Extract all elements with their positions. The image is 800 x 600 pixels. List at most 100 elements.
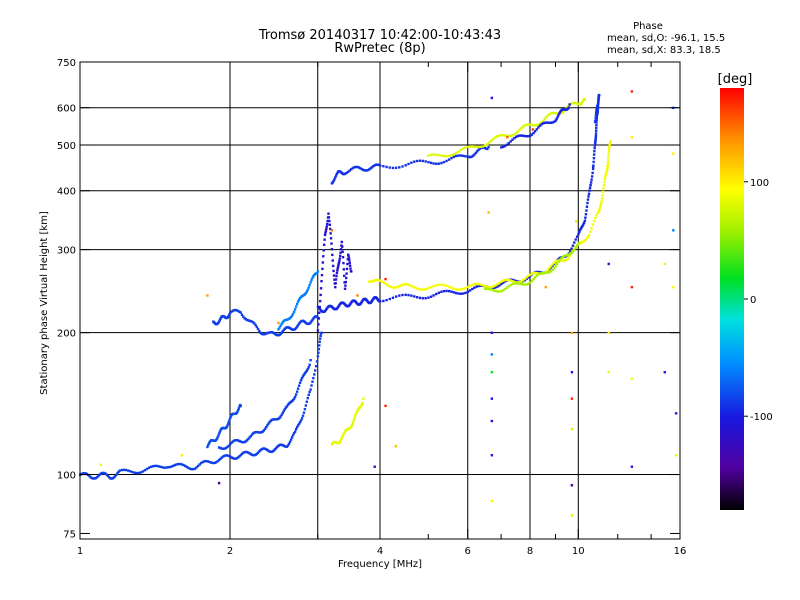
data-point [501,289,505,292]
data-point [229,443,232,446]
data-point [538,271,542,274]
data-point [102,471,105,475]
data-point [316,270,320,273]
data-point [296,387,300,390]
data-point [223,447,226,450]
data-point [300,417,304,420]
data-point [535,274,538,277]
data-point [527,135,530,138]
data-point [475,145,478,149]
data-point [218,430,222,434]
data-point [409,284,412,287]
data-point [435,153,438,156]
data-point [546,271,550,274]
data-point [593,144,597,147]
data-point [630,90,634,93]
data-point [224,446,228,450]
data-point [347,254,350,258]
data-point [598,206,602,209]
data-point [606,165,609,169]
data-point [594,119,597,123]
data-point [513,133,516,136]
data-point [445,289,448,293]
data-point [413,160,416,163]
data-point [288,440,292,444]
data-point [277,328,280,331]
data-point [219,446,222,450]
data-point [595,107,598,111]
data-point [295,325,299,328]
data-point [116,472,119,475]
data-point [236,408,240,412]
data-point [600,197,604,200]
data-point [400,284,403,287]
data-point [88,474,91,478]
data-point [331,264,335,268]
data-point [570,331,574,335]
data-point [597,100,600,104]
data-point [391,166,395,170]
data-point [415,159,419,163]
data-point [379,300,382,303]
data-point [554,111,557,115]
data-point [552,261,556,264]
data-point [595,106,599,110]
data-point [518,134,521,137]
data-point [471,287,474,291]
data-point [577,233,580,236]
data-point [319,293,322,297]
data-point [532,131,535,135]
data-point [239,453,242,457]
data-point [447,154,451,158]
data-point [551,111,554,115]
data-point [420,288,423,291]
data-point [324,231,327,234]
data-point [255,452,259,456]
data-point [477,148,480,152]
data-point [203,460,206,463]
data-point [604,173,608,176]
data-point [82,471,86,475]
data-point [575,244,579,247]
data-point [285,445,289,448]
data-point [90,476,94,480]
data-point [254,323,257,327]
data-point [283,407,287,411]
data-point [447,289,451,293]
data-point [437,283,441,287]
data-point [570,102,573,105]
data-point [321,261,325,264]
data-point [533,276,537,279]
data-point [343,172,347,175]
data-point [249,320,253,323]
data-point [587,234,591,237]
data-point [585,205,589,208]
data-point [357,166,361,169]
data-point [204,459,208,463]
data-point [327,216,331,219]
data-point [509,140,512,143]
data-point [237,407,241,410]
data-point [477,282,480,286]
data-point [350,423,354,427]
data-point [492,137,495,141]
data-point [337,261,341,265]
data-point [523,283,527,286]
data-point [498,290,501,293]
data-point [141,470,145,473]
x-axis-label: Frequency [MHz] [338,559,422,570]
data-point [475,282,478,286]
data-point [596,110,599,114]
data-point [382,281,386,285]
data-point [292,397,296,400]
data-point [589,181,593,184]
data-point [341,435,344,438]
data-point [538,272,542,275]
data-point [468,289,472,292]
data-point [410,294,413,297]
data-point [595,214,598,217]
data-point [377,278,381,282]
data-point [425,287,428,291]
data-point [663,262,666,266]
